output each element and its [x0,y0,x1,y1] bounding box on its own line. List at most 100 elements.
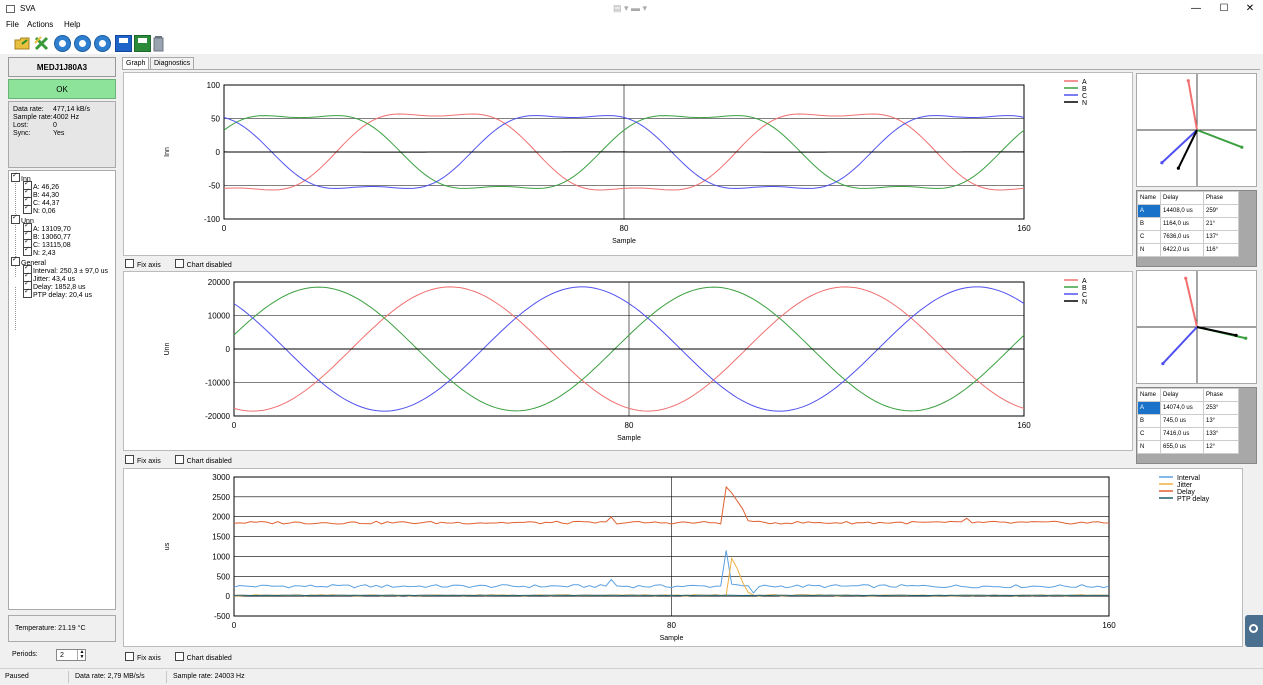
ptp-delay-checkbox[interactable] [23,289,32,298]
column-header: Delay [1161,389,1204,402]
title-bar: SVA ▤ ▾ ▬ ▾ — ☐ ✕ [0,0,1263,18]
y-axis-title: Unn [164,342,171,355]
inn-fix-axis-checkbox[interactable] [125,259,134,268]
y-tick-label: -10000 [205,379,230,388]
open-folder-icon[interactable] [14,35,31,52]
unn-n-checkbox[interactable] [23,247,32,256]
save-as-icon[interactable] [134,35,151,52]
table-cell: A [1138,205,1161,218]
menu-actions[interactable]: Actions [27,20,53,29]
phasor-tip-b [1244,337,1247,340]
stats-panel: Data rate:477,14 kB/s Sample rate:4002 H… [8,101,116,168]
fix-axis-label: Fix axis [137,458,161,465]
x-tick-label: 160 [1017,421,1031,430]
tree-node-inn-n[interactable]: N: 0,06 [23,205,56,215]
inn-checkbox[interactable] [11,173,20,182]
table-cell: C [1138,428,1161,441]
pause-icon[interactable] [74,35,91,52]
general-checkbox[interactable] [11,257,20,266]
legend-label: Delay [1177,489,1195,496]
legend-label: B [1082,86,1087,93]
y-tick-label: -100 [204,215,221,224]
window-title: SVA [20,4,35,13]
tree-node-ptp-delay[interactable]: PTP delay: 20,4 us [23,289,92,299]
general-fix-axis-checkbox[interactable] [125,652,134,661]
y-axis-title: us [164,542,171,550]
minimize-button[interactable]: — [1183,2,1209,16]
save-icon[interactable] [115,35,132,52]
phasor-tip-a [1184,277,1187,280]
unn-checkbox[interactable] [11,215,20,224]
periods-spinner[interactable]: ▲▼ [77,650,86,660]
unn-chart-disabled-checkbox[interactable] [175,455,184,464]
table-cell: N [1138,244,1161,257]
app-icon [6,5,15,13]
inn-n-checkbox[interactable] [23,205,32,214]
menu-file[interactable]: File [6,20,19,29]
y-tick-label: 2000 [212,513,230,522]
y-tick-label: 3000 [212,473,230,482]
table-cell: 137° [1204,231,1239,244]
table-cell: 14408,0 us [1161,205,1204,218]
table-cell: B [1138,218,1161,231]
legend-label: N [1082,100,1087,107]
unn-phasor-diagram [1136,270,1257,384]
temperature-label: Temperature: 21.19 °C [8,615,116,642]
feedback-widget-icon[interactable] [1245,615,1263,647]
phasor-tip-c [1160,161,1163,164]
status-sample-rate: Sample rate: 24003 Hz [173,673,245,680]
table-cell: A [1138,402,1161,415]
menu-help[interactable]: Help [64,20,80,29]
x-tick-label: 160 [1017,224,1031,233]
y-tick-label: 2500 [212,493,230,502]
table-cell: 253° [1204,402,1239,415]
table-cell: 12° [1204,441,1239,454]
stop-icon[interactable] [94,35,111,52]
table-cell: 1164,0 us [1161,218,1204,231]
status-state: Paused [5,673,29,680]
maximize-button[interactable]: ☐ [1211,2,1237,16]
column-header: Name [1138,192,1161,205]
disconnect-icon[interactable] [33,35,50,52]
trash-icon[interactable] [153,35,164,52]
close-button[interactable]: ✕ [1237,2,1263,16]
x-tick-label: 160 [1102,621,1116,630]
play-icon[interactable] [54,35,71,52]
legend-label: Jitter [1177,482,1193,489]
general-chart-disabled-checkbox[interactable] [175,652,184,661]
inn-phasor-diagram [1136,73,1257,187]
table-cell: 7636,0 us [1161,231,1204,244]
legend-label: C [1082,292,1087,299]
table-cell: 259° [1204,205,1239,218]
chart-disabled-label: Chart disabled [187,262,232,269]
phasor-tip-a [1187,79,1190,82]
tree-node-unn-n[interactable]: N: 2,43 [23,247,56,257]
y-tick-label: 1000 [212,552,230,561]
legend-label: Interval [1177,475,1200,482]
phasor-tip-n [1235,334,1238,337]
inn-chart-options: Fix axis Chart disabled [125,259,232,270]
stat-sync: Sync:Yes [13,130,64,137]
inn-chart-disabled-checkbox[interactable] [175,259,184,268]
phasor-vector-n [1178,130,1197,168]
table-cell: B [1138,415,1161,428]
x-tick-label: 80 [625,421,634,430]
table-cell: C [1138,231,1161,244]
unn-fix-axis-checkbox[interactable] [125,455,134,464]
table-cell: 6422,0 us [1161,244,1204,257]
x-tick-label: 0 [222,224,227,233]
phasor-vector-c [1162,130,1197,163]
